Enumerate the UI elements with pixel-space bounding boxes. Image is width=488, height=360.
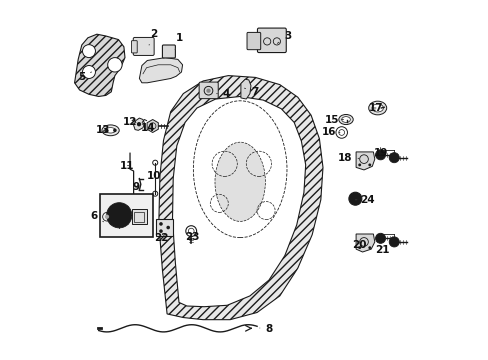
Ellipse shape: [338, 114, 352, 125]
Text: 19: 19: [373, 148, 387, 158]
Text: 6: 6: [90, 211, 103, 222]
Polygon shape: [241, 79, 250, 99]
Circle shape: [115, 212, 122, 219]
Text: 16: 16: [321, 127, 339, 138]
FancyBboxPatch shape: [133, 37, 154, 55]
Text: 12: 12: [123, 117, 137, 127]
Circle shape: [206, 89, 210, 93]
Polygon shape: [75, 34, 125, 96]
Text: 23: 23: [184, 232, 199, 242]
Text: 24: 24: [355, 195, 373, 205]
Circle shape: [82, 66, 95, 78]
Text: 14: 14: [141, 123, 155, 133]
FancyBboxPatch shape: [246, 32, 260, 50]
Ellipse shape: [341, 117, 349, 122]
Bar: [100, 194, 153, 237]
Circle shape: [137, 122, 141, 126]
Text: 4: 4: [216, 89, 230, 99]
Text: 20: 20: [352, 240, 366, 250]
Circle shape: [111, 207, 127, 223]
Text: 13: 13: [96, 125, 110, 135]
Text: 22: 22: [154, 233, 169, 243]
Circle shape: [388, 237, 399, 247]
Polygon shape: [355, 234, 374, 252]
Text: 18: 18: [337, 153, 358, 163]
Text: 5: 5: [78, 72, 91, 82]
Polygon shape: [139, 58, 182, 83]
Text: 7: 7: [244, 87, 258, 97]
Circle shape: [348, 192, 361, 205]
Text: 2: 2: [149, 29, 157, 45]
Circle shape: [159, 229, 163, 233]
Circle shape: [82, 45, 95, 58]
Text: 17: 17: [368, 103, 383, 113]
Text: 11: 11: [120, 161, 135, 171]
Circle shape: [104, 215, 109, 219]
FancyBboxPatch shape: [131, 41, 137, 53]
Ellipse shape: [368, 101, 386, 115]
Text: 10: 10: [147, 171, 162, 181]
Circle shape: [367, 163, 370, 166]
Circle shape: [113, 129, 117, 132]
Ellipse shape: [102, 125, 119, 136]
FancyBboxPatch shape: [156, 219, 172, 236]
Circle shape: [375, 150, 385, 160]
Text: 3: 3: [277, 31, 291, 44]
Circle shape: [375, 233, 385, 243]
Text: 8: 8: [259, 324, 272, 334]
Circle shape: [104, 129, 108, 132]
Circle shape: [107, 58, 122, 72]
Polygon shape: [147, 120, 158, 132]
Text: 9: 9: [132, 182, 139, 192]
FancyBboxPatch shape: [199, 82, 218, 99]
Ellipse shape: [105, 128, 115, 133]
Circle shape: [159, 222, 163, 226]
Circle shape: [367, 246, 370, 249]
Text: 1: 1: [175, 33, 182, 50]
Polygon shape: [133, 118, 144, 130]
Circle shape: [358, 163, 361, 166]
Ellipse shape: [215, 142, 265, 221]
Bar: [132, 209, 146, 224]
Circle shape: [358, 246, 361, 249]
Bar: [134, 212, 144, 222]
FancyBboxPatch shape: [162, 45, 175, 58]
Polygon shape: [172, 96, 305, 307]
Text: 15: 15: [324, 114, 343, 125]
Circle shape: [106, 203, 132, 228]
Ellipse shape: [371, 104, 383, 112]
Circle shape: [388, 153, 399, 163]
Polygon shape: [159, 76, 322, 320]
FancyBboxPatch shape: [257, 28, 285, 53]
Circle shape: [166, 226, 170, 229]
Polygon shape: [355, 152, 374, 170]
Text: 21: 21: [374, 245, 388, 255]
